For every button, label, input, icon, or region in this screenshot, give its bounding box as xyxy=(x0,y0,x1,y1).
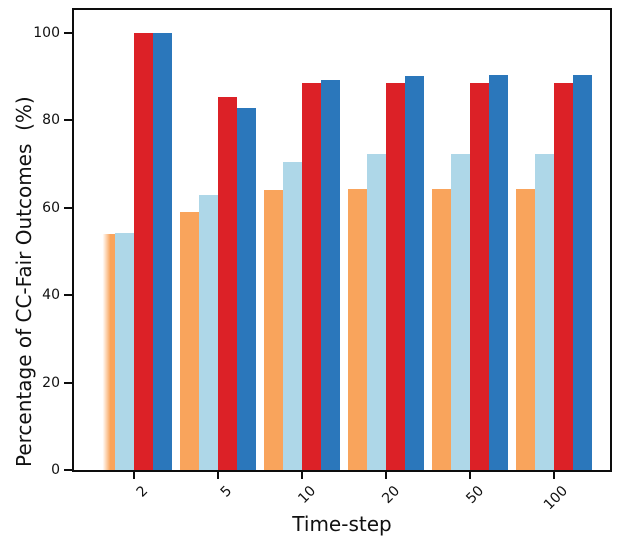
y-tick-mark xyxy=(64,469,72,471)
bar-orange-t50 xyxy=(432,189,451,470)
x-tick-mark xyxy=(553,472,555,479)
x-tick-label: 2 xyxy=(133,483,152,501)
bar-dark-blue-t5 xyxy=(237,108,256,470)
bars-layer xyxy=(74,10,610,470)
bar-red-t5 xyxy=(218,97,237,470)
y-tick-label: 80 xyxy=(42,112,60,128)
y-tick-mark xyxy=(64,382,72,384)
bar-light-blue-t20 xyxy=(367,154,386,470)
bar-dark-blue-t100 xyxy=(573,75,592,470)
x-axis-label: Time-step xyxy=(292,512,392,536)
bar-orange-t10 xyxy=(264,190,283,470)
y-tick-label: 20 xyxy=(42,375,60,391)
x-tick-label: 100 xyxy=(541,483,572,514)
x-tick-mark xyxy=(385,472,387,479)
bar-orange-t100 xyxy=(516,189,535,470)
bar-red-t20 xyxy=(386,83,405,470)
bar-light-blue-t5 xyxy=(199,195,218,470)
y-tick-mark xyxy=(64,32,72,34)
y-tick-label: 40 xyxy=(42,287,60,303)
bar-light-blue-t100 xyxy=(535,154,554,470)
x-tick-label: 5 xyxy=(217,483,236,501)
x-tick-label: 50 xyxy=(463,483,488,507)
x-tick-label: 20 xyxy=(379,483,404,507)
x-tick-mark xyxy=(133,472,135,479)
x-tick-label: 10 xyxy=(295,483,320,507)
x-tick-mark xyxy=(217,472,219,479)
y-tick-mark xyxy=(64,294,72,296)
plot-area xyxy=(72,8,612,472)
bar-dark-blue-t50 xyxy=(489,75,508,470)
bar-dark-blue-t2 xyxy=(153,33,172,470)
y-tick-mark xyxy=(64,119,72,121)
bar-dark-blue-t10 xyxy=(321,80,340,470)
bar-light-blue-t10 xyxy=(283,162,302,470)
bar-red-t2 xyxy=(134,33,153,470)
x-tick-mark xyxy=(301,472,303,479)
y-axis-label: Percentage of CC-Fair Outcomes (%) xyxy=(12,96,36,467)
y-tick-mark xyxy=(64,207,72,209)
bar-red-t50 xyxy=(470,83,489,470)
x-tick-mark xyxy=(469,472,471,479)
bar-light-blue-t2 xyxy=(115,233,134,470)
y-tick-label: 0 xyxy=(51,462,60,478)
y-tick-label: 60 xyxy=(42,200,60,216)
bar-orange-t20 xyxy=(348,189,367,470)
bar-red-t10 xyxy=(302,83,321,470)
bar-orange-t2 xyxy=(96,234,115,470)
bar-light-blue-t50 xyxy=(451,154,470,470)
bar-red-t100 xyxy=(554,83,573,470)
y-tick-label: 100 xyxy=(33,25,60,41)
bar-orange-t5 xyxy=(180,212,199,470)
bar-dark-blue-t20 xyxy=(405,76,424,470)
